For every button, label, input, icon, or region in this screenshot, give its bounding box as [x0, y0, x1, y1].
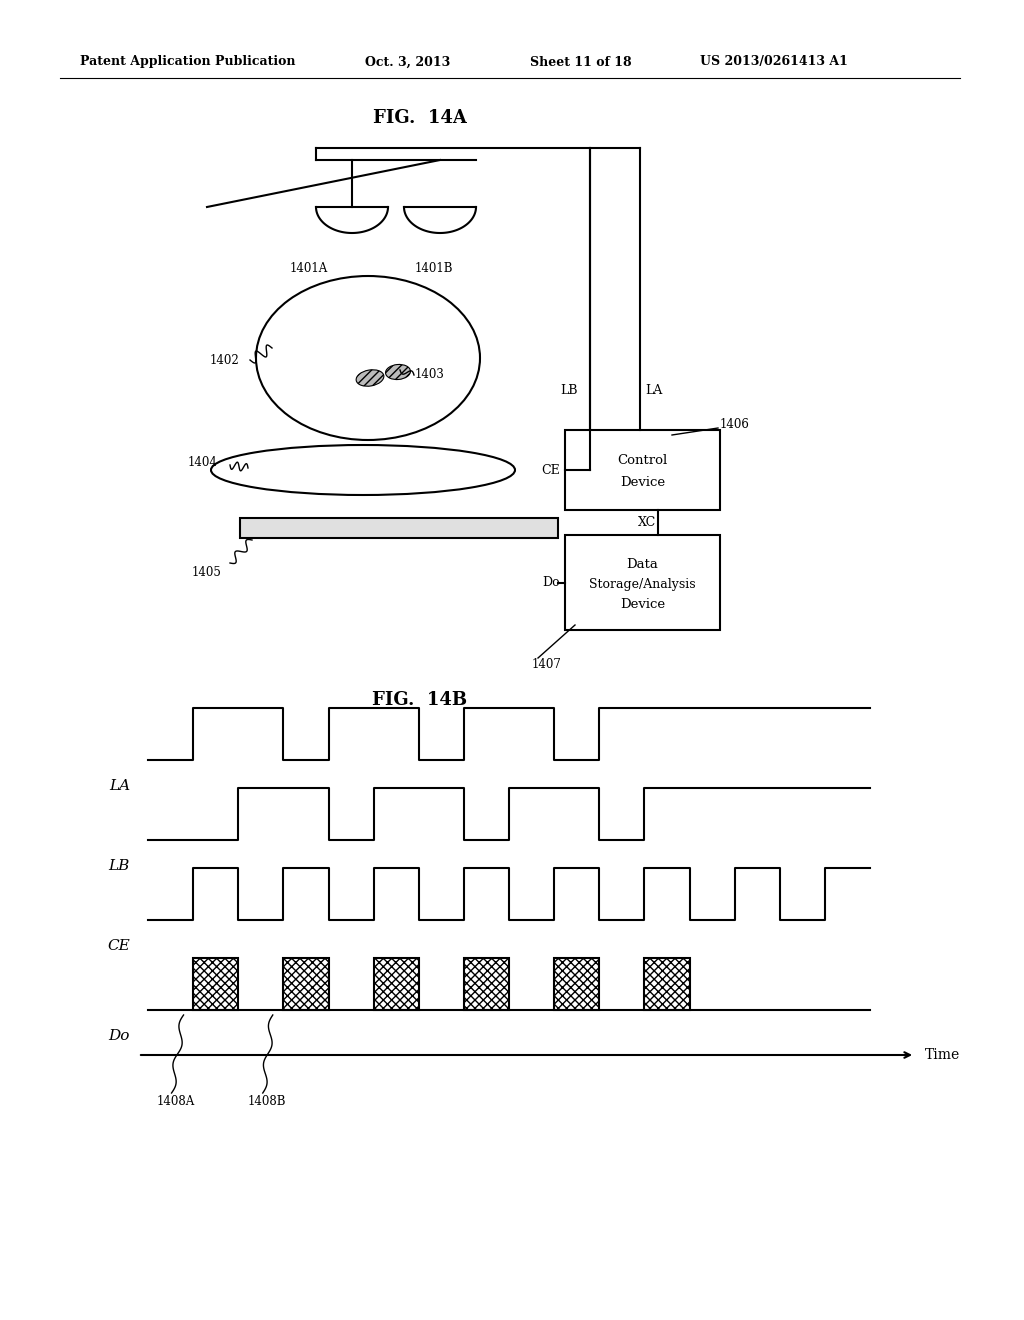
Text: US 2013/0261413 A1: US 2013/0261413 A1: [700, 55, 848, 69]
Text: Data: Data: [627, 558, 658, 572]
Text: 1401A: 1401A: [290, 261, 329, 275]
Text: FIG.  14B: FIG. 14B: [373, 690, 468, 709]
Text: LA: LA: [645, 384, 663, 396]
Bar: [284, 958, 329, 1010]
Text: LA: LA: [109, 779, 130, 793]
Bar: [374, 958, 419, 1010]
Text: XC: XC: [638, 516, 656, 528]
Text: LB: LB: [560, 384, 578, 396]
Text: Sheet 11 of 18: Sheet 11 of 18: [530, 55, 632, 69]
Text: 1407: 1407: [532, 659, 562, 672]
Text: 1404: 1404: [188, 455, 218, 469]
Text: Oct. 3, 2013: Oct. 3, 2013: [365, 55, 451, 69]
Text: 1401B: 1401B: [415, 261, 454, 275]
Bar: [240, 517, 558, 539]
Text: 1402: 1402: [210, 354, 240, 367]
Bar: [554, 958, 599, 1010]
Text: Device: Device: [620, 598, 665, 611]
Ellipse shape: [385, 364, 411, 380]
Text: 1406: 1406: [720, 418, 750, 432]
Text: 1403: 1403: [415, 368, 444, 381]
Text: FIG.  14A: FIG. 14A: [373, 110, 467, 127]
Bar: [194, 958, 239, 1010]
Text: Control: Control: [617, 454, 668, 466]
Text: LB: LB: [109, 859, 130, 873]
Bar: [464, 958, 509, 1010]
Text: CE: CE: [542, 463, 560, 477]
Bar: [644, 958, 689, 1010]
Text: Time: Time: [925, 1048, 961, 1063]
Bar: [565, 535, 720, 630]
Ellipse shape: [356, 370, 384, 387]
Text: 1408B: 1408B: [248, 1096, 287, 1107]
Text: Patent Application Publication: Patent Application Publication: [80, 55, 296, 69]
Text: Storage/Analysis: Storage/Analysis: [589, 578, 696, 591]
Text: Device: Device: [620, 475, 665, 488]
Text: Do: Do: [109, 1030, 130, 1043]
Bar: [565, 430, 720, 510]
Text: Do: Do: [543, 576, 560, 589]
Text: 1408A: 1408A: [157, 1096, 195, 1107]
Text: 1405: 1405: [193, 565, 222, 578]
Text: CE: CE: [108, 939, 130, 953]
